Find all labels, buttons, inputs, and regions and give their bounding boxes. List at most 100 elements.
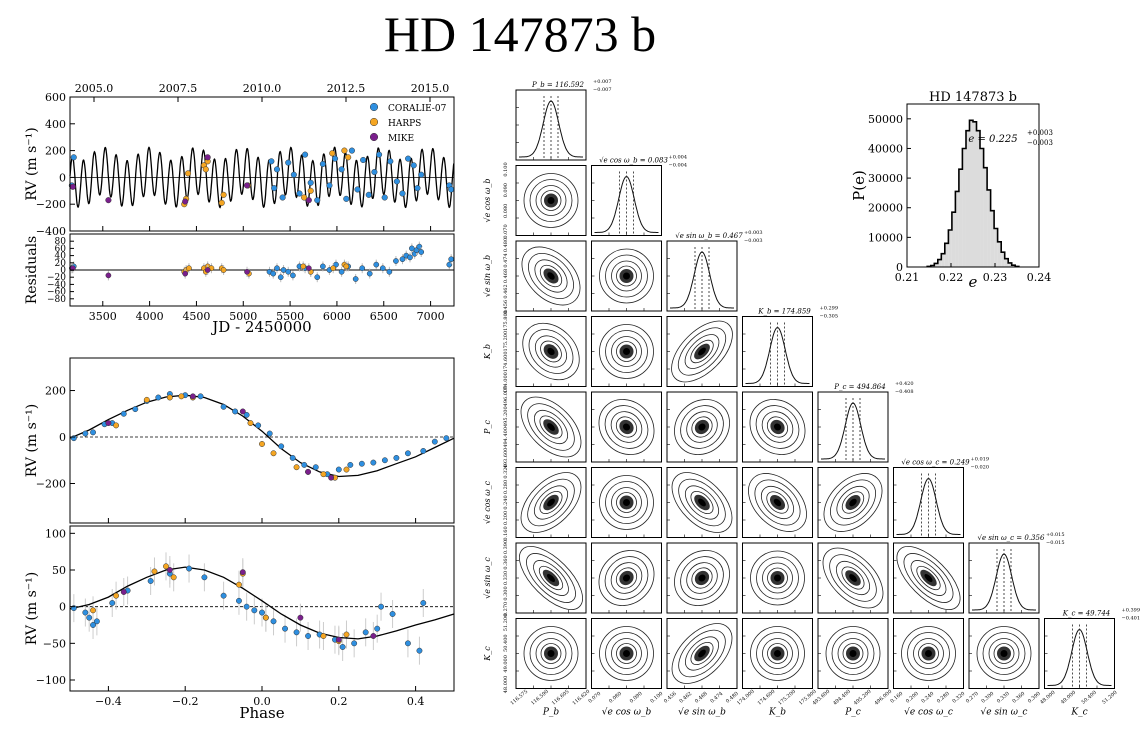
corner-ytick-label: 0.390 — [503, 540, 509, 554]
corner-contours — [750, 626, 805, 681]
phase-c-point — [282, 625, 288, 632]
phase-b-point — [82, 430, 89, 437]
corner-contours — [823, 473, 883, 532]
corner-xtick-label: 0.456 — [663, 691, 678, 705]
phase-c-point — [82, 609, 89, 616]
corner-contours — [522, 322, 580, 381]
rv-time-point — [220, 191, 227, 198]
legend-label: MIKE — [388, 134, 414, 144]
hist-annotation: e = 0.225 — [968, 134, 1017, 145]
corner-ytick-label: 0.480 — [503, 238, 509, 252]
residuals-xtick-label: 7000 — [417, 310, 445, 323]
corner-contour — [748, 473, 807, 532]
corner-density-peak — [698, 498, 706, 507]
phase-b-point — [358, 460, 365, 467]
corner-contours — [976, 626, 1032, 681]
rv-time-top-tick-label: 2012.5 — [327, 82, 366, 95]
corner-contour — [533, 560, 569, 596]
rv-time-top-tick-label: 2007.5 — [159, 82, 198, 95]
corner-contour — [526, 553, 576, 603]
corner-contour — [604, 405, 649, 449]
rv-time-point — [218, 199, 225, 206]
hist-bar — [994, 228, 998, 267]
corner-xtick-label: 0.474 — [709, 691, 724, 705]
corner-density-peak — [924, 573, 933, 583]
corner-hist-title: P_c = 494.864 — [833, 383, 885, 391]
corner-contours — [671, 623, 733, 684]
phase-b-point — [266, 430, 273, 437]
residuals-point — [314, 274, 321, 281]
phase-c-point — [297, 614, 304, 621]
corner-xtick-label: 0.300 — [980, 691, 995, 705]
hist-bar — [948, 229, 952, 267]
corner-contours — [519, 546, 583, 610]
corner-contour — [671, 623, 733, 684]
corner-ytick-label: 49.000 — [503, 655, 509, 673]
corner-contour — [599, 248, 654, 304]
corner-contour — [976, 626, 1032, 681]
hist-ytick-label: 10000 — [868, 231, 903, 244]
rv-time-point — [314, 197, 321, 204]
corner-ytick-label: 0.474 — [503, 253, 509, 267]
residuals-xtick-label: 6500 — [370, 310, 398, 323]
phase-b-point — [404, 450, 411, 457]
residuals-point — [418, 249, 425, 255]
corner-density-peak — [698, 423, 706, 431]
phase-c-point — [147, 578, 154, 584]
residuals-point — [393, 258, 399, 264]
rv-time-point — [307, 187, 314, 194]
residuals-point — [386, 268, 393, 275]
phase-c-ytick-label: −100 — [36, 674, 66, 687]
phase-b-point — [443, 435, 450, 442]
phase-c-point — [86, 614, 93, 621]
corner-ytick-label: 0.468 — [503, 269, 509, 283]
hist-ytick-label: 0 — [896, 261, 903, 274]
hist-bar — [965, 130, 970, 267]
phase-c-point — [270, 618, 277, 625]
rv-time-xlabel: JD - 2450000 — [210, 318, 311, 336]
corner-contour — [690, 491, 714, 514]
rv-time-point — [376, 151, 383, 158]
rv-time-ytick-label: 400 — [45, 118, 66, 131]
corner-contours — [901, 626, 956, 681]
hist-bar — [1001, 252, 1005, 267]
phase-c-point — [243, 603, 250, 610]
corner-xtick-label: 116.575 — [510, 689, 530, 707]
phase-c-point — [90, 622, 96, 628]
corner-xtick-label: 0.280 — [936, 691, 951, 705]
phase-c-point — [236, 597, 242, 604]
corner-contour — [678, 629, 726, 678]
rv-time-point — [418, 171, 425, 178]
residuals-point — [338, 268, 345, 275]
residuals-point — [343, 263, 350, 270]
rv-time-model-curve — [69, 146, 455, 209]
phase-c-point — [259, 609, 265, 616]
corner-contour — [521, 246, 581, 306]
corner-contour — [829, 554, 877, 602]
rv-time-point — [393, 178, 400, 185]
corner-density-peak — [547, 197, 555, 204]
corner-ylabel: K_c — [483, 646, 492, 662]
legend-marker — [369, 132, 379, 142]
corner-contours — [520, 472, 582, 533]
rv-time-point — [405, 155, 412, 162]
corner-contour — [691, 567, 713, 589]
corner-ytick-label: 0.240 — [503, 495, 509, 509]
corner-contours — [674, 399, 730, 455]
corner-density-peak — [623, 348, 630, 355]
corner-contour — [616, 265, 637, 287]
rv-time-ytick-label: 200 — [45, 145, 66, 158]
corner-contour — [610, 411, 643, 443]
corner-hist-title-plus: +0.420 — [895, 381, 914, 387]
rv-time-point — [354, 186, 361, 193]
phase-b-point — [370, 459, 377, 466]
hist-bar — [941, 253, 945, 267]
corner-xtick-label: 116.620 — [572, 689, 592, 707]
phase-b-point — [293, 464, 300, 471]
hist-ytick-label: 20000 — [868, 202, 903, 215]
phase-c-point — [404, 640, 411, 647]
phase-c-point — [166, 567, 173, 573]
rv-time-point — [319, 160, 326, 168]
corner-contours — [825, 626, 881, 681]
corner-ytick-label: 174.000 — [503, 372, 509, 393]
